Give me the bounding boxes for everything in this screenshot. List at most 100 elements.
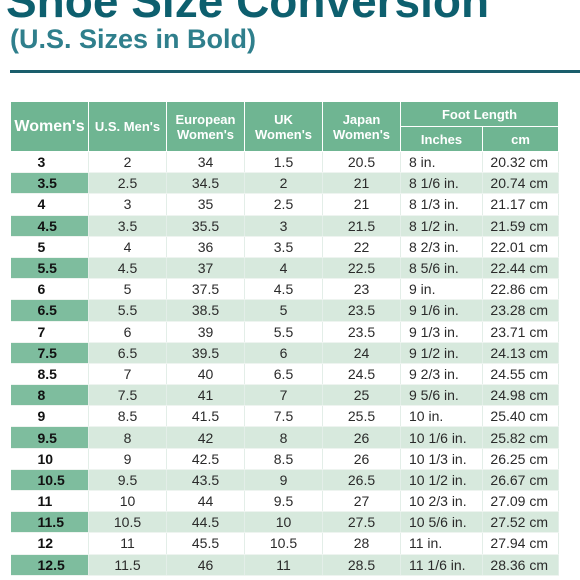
european-size-cell: 42.5 bbox=[166, 448, 245, 470]
foot-length-inches-cell: 10 in. bbox=[400, 405, 483, 428]
foot-length-inches-cell: 9 in. bbox=[400, 278, 483, 301]
table-row: 8.5 7 40 6.5 24.5 9 2/3 in. 24.55 cm bbox=[10, 363, 559, 386]
foot-length-cm-cell: 21.59 cm bbox=[482, 215, 559, 237]
japan-size-cell: 27 bbox=[322, 490, 401, 513]
japan-size-cell: 21 bbox=[322, 193, 401, 216]
foot-length-inches-cell: 10 2/3 in. bbox=[400, 490, 483, 513]
womens-size-cell: 5 bbox=[10, 236, 89, 258]
foot-length-inches-cell: 10 1/6 in. bbox=[400, 426, 483, 449]
japan-size-cell: 26.5 bbox=[322, 469, 401, 492]
womens-size-cell: 3 bbox=[10, 151, 89, 174]
foot-length-cm-cell: 26.25 cm bbox=[482, 448, 559, 470]
uk-size-cell: 5.5 bbox=[244, 321, 323, 343]
table-row: 5.5 4.5 37 4 22.5 8 5/6 in. 22.44 cm bbox=[10, 257, 559, 280]
us-mens-size-cell: 7.5 bbox=[88, 384, 167, 407]
european-size-cell: 42 bbox=[166, 426, 245, 449]
european-size-cell: 41.5 bbox=[166, 405, 245, 428]
uk-size-cell: 8 bbox=[244, 426, 323, 449]
foot-length-cm-cell: 23.71 cm bbox=[482, 321, 559, 343]
womens-size-cell: 4 bbox=[10, 193, 89, 216]
japan-size-cell: 21.5 bbox=[322, 215, 401, 237]
european-size-cell: 46 bbox=[166, 554, 245, 576]
foot-length-cm-cell: 25.82 cm bbox=[482, 426, 559, 449]
table-row: 10 9 42.5 8.5 26 10 1/3 in. 26.25 cm bbox=[10, 448, 559, 470]
womens-size-cell: 8.5 bbox=[10, 363, 89, 386]
header-inches: Inches bbox=[400, 126, 483, 152]
womens-size-cell: 9 bbox=[10, 405, 89, 428]
foot-length-inches-cell: 9 5/6 in. bbox=[400, 384, 483, 407]
uk-size-cell: 11 bbox=[244, 554, 323, 576]
uk-size-cell: 1.5 bbox=[244, 151, 323, 174]
uk-size-cell: 7 bbox=[244, 384, 323, 407]
table-body: 3 2 34 1.5 20.5 8 in. 20.32 cm 3.5 2.5 34.5 2 21 8 1… bbox=[10, 151, 559, 576]
us-mens-size-cell: 7 bbox=[88, 363, 167, 386]
japan-size-cell: 26 bbox=[322, 426, 401, 449]
table-row: 6.5 5.5 38.5 5 23.5 9 1/6 in. 23.28 cm bbox=[10, 299, 559, 322]
japan-size-cell: 28.5 bbox=[322, 554, 401, 576]
uk-size-cell: 7.5 bbox=[244, 405, 323, 428]
us-mens-size-cell: 5.5 bbox=[88, 299, 167, 322]
foot-length-inches-cell: 9 1/2 in. bbox=[400, 342, 483, 364]
us-mens-size-cell: 2 bbox=[88, 151, 167, 174]
us-mens-size-cell: 4.5 bbox=[88, 257, 167, 280]
table-row: 12.5 11.5 46 11 28.5 11 1/6 in. 28.36 cm bbox=[10, 554, 559, 576]
foot-length-cm-cell: 28.36 cm bbox=[482, 554, 559, 576]
european-size-cell: 35.5 bbox=[166, 215, 245, 237]
european-size-cell: 44 bbox=[166, 490, 245, 513]
table-row: 12 11 45.5 10.5 28 11 in. 27.94 cm bbox=[10, 532, 559, 555]
womens-size-cell: 11 bbox=[10, 490, 89, 513]
european-size-cell: 44.5 bbox=[166, 511, 245, 534]
page-subtitle: (U.S. Sizes in Bold) bbox=[10, 24, 257, 54]
header-cm: cm bbox=[482, 126, 559, 152]
womens-size-cell: 9.5 bbox=[10, 426, 89, 449]
foot-length-cm-cell: 27.09 cm bbox=[482, 490, 559, 513]
foot-length-cm-cell: 22.44 cm bbox=[482, 257, 559, 280]
us-mens-size-cell: 4 bbox=[88, 236, 167, 258]
us-mens-size-cell: 9.5 bbox=[88, 469, 167, 492]
foot-length-cm-cell: 25.40 cm bbox=[482, 405, 559, 428]
table-row: 7.5 6.5 39.5 6 24 9 1/2 in. 24.13 cm bbox=[10, 342, 559, 364]
us-mens-size-cell: 8 bbox=[88, 426, 167, 449]
table-row: 8 7.5 41 7 25 9 5/6 in. 24.98 cm bbox=[10, 384, 559, 407]
table-row: 10.5 9.5 43.5 9 26.5 10 1/2 in. 26.67 cm bbox=[10, 469, 559, 492]
table-row: 4.5 3.5 35.5 3 21.5 8 1/2 in. 21.59 cm bbox=[10, 215, 559, 237]
foot-length-inches-cell: 8 2/3 in. bbox=[400, 236, 483, 258]
uk-size-cell: 10 bbox=[244, 511, 323, 534]
uk-size-cell: 3.5 bbox=[244, 236, 323, 258]
us-mens-size-cell: 5 bbox=[88, 278, 167, 301]
us-mens-size-cell: 9 bbox=[88, 448, 167, 470]
womens-size-cell: 6 bbox=[10, 278, 89, 301]
foot-length-inches-cell: 8 1/3 in. bbox=[400, 193, 483, 216]
foot-length-inches-cell: 11 1/6 in. bbox=[400, 554, 483, 576]
japan-size-cell: 23 bbox=[322, 278, 401, 301]
uk-size-cell: 9 bbox=[244, 469, 323, 492]
foot-length-cm-cell: 27.52 cm bbox=[482, 511, 559, 534]
japan-size-cell: 27.5 bbox=[322, 511, 401, 534]
uk-size-cell: 2 bbox=[244, 172, 323, 195]
womens-size-cell: 8 bbox=[10, 384, 89, 407]
uk-size-cell: 10.5 bbox=[244, 532, 323, 555]
foot-length-inches-cell: 11 in. bbox=[400, 532, 483, 555]
table-row: 7 6 39 5.5 23.5 9 1/3 in. 23.71 cm bbox=[10, 321, 559, 343]
japan-size-cell: 28 bbox=[322, 532, 401, 555]
table-row: 9.5 8 42 8 26 10 1/6 in. 25.82 cm bbox=[10, 426, 559, 449]
us-mens-size-cell: 3 bbox=[88, 193, 167, 216]
foot-length-cm-cell: 20.74 cm bbox=[482, 172, 559, 195]
foot-length-inches-cell: 10 1/3 in. bbox=[400, 448, 483, 470]
us-mens-size-cell: 10 bbox=[88, 490, 167, 513]
us-mens-size-cell: 6 bbox=[88, 321, 167, 343]
foot-length-cm-cell: 26.67 cm bbox=[482, 469, 559, 492]
table-row: 4 3 35 2.5 21 8 1/3 in. 21.17 cm bbox=[10, 193, 559, 216]
european-size-cell: 34.5 bbox=[166, 172, 245, 195]
us-mens-size-cell: 10.5 bbox=[88, 511, 167, 534]
uk-size-cell: 2.5 bbox=[244, 193, 323, 216]
foot-length-cm-cell: 24.55 cm bbox=[482, 363, 559, 386]
foot-length-cm-cell: 27.94 cm bbox=[482, 532, 559, 555]
european-size-cell: 37 bbox=[166, 257, 245, 280]
womens-size-cell: 3.5 bbox=[10, 172, 89, 195]
japan-size-cell: 25 bbox=[322, 384, 401, 407]
foot-length-cm-cell: 22.01 cm bbox=[482, 236, 559, 258]
womens-size-cell: 7.5 bbox=[10, 342, 89, 364]
womens-size-cell: 6.5 bbox=[10, 299, 89, 322]
us-mens-size-cell: 6.5 bbox=[88, 342, 167, 364]
